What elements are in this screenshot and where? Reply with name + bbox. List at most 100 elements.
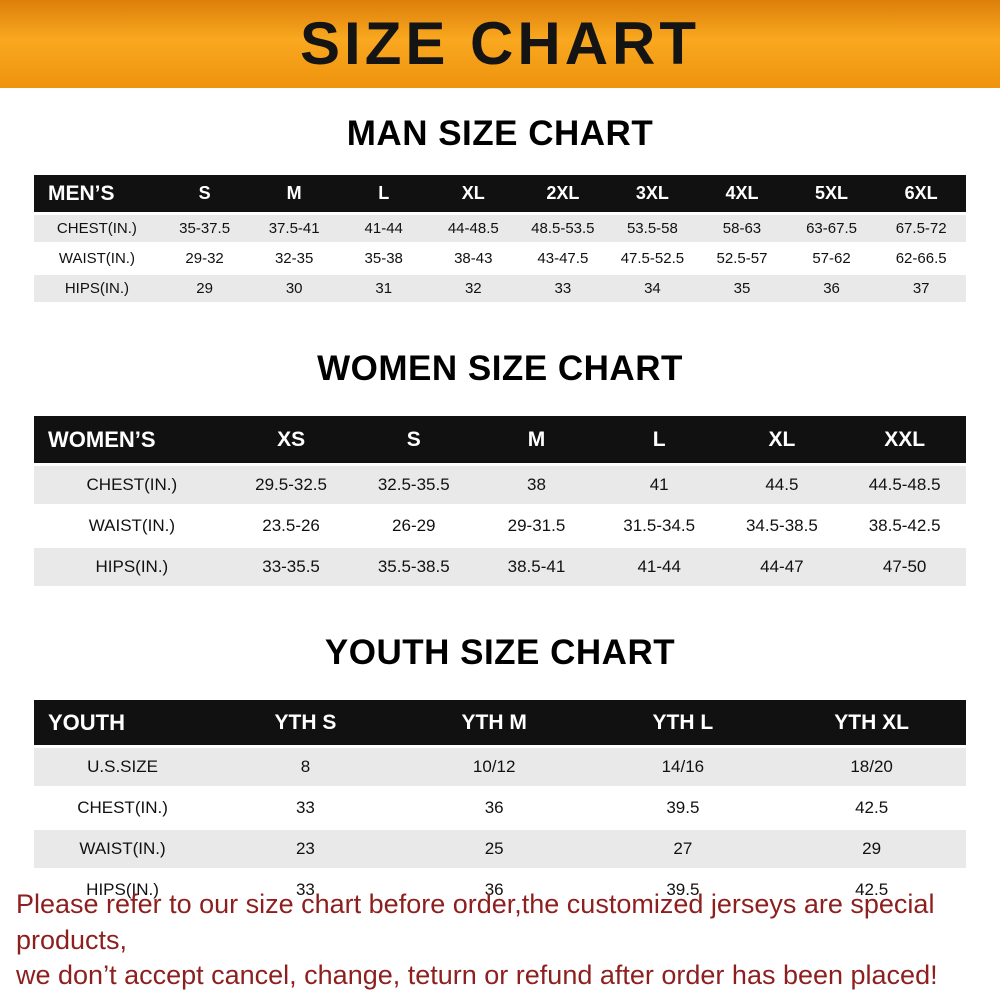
table-row: U.S.SIZE 8 10/12 14/16 18/20: [34, 748, 966, 786]
value-cell: 33: [518, 275, 608, 302]
value-cell: 41-44: [597, 548, 721, 586]
value-cell: 42.5: [777, 871, 966, 909]
value-cell: 41: [597, 466, 721, 504]
size-chart-title: SIZE CHART: [300, 10, 700, 77]
size-header-cell: 5XL: [786, 175, 877, 212]
table-row: WAIST(IN.) 23.5-26 26-29 29-31.5 31.5-34.5 34…: [34, 507, 966, 545]
value-cell: 44.5: [720, 466, 844, 504]
size-header-cell: YTH XL: [777, 700, 966, 745]
value-cell: 14/16: [588, 748, 778, 786]
size-chart-banner: SIZE CHART: [0, 0, 1000, 88]
size-header-cell: XL: [428, 175, 519, 212]
value-cell: 57-62: [786, 245, 877, 272]
value-cell: 31.5-34.5: [597, 507, 721, 545]
value-cell: 36: [786, 275, 877, 302]
value-cell: 43-47.5: [518, 245, 608, 272]
value-cell: 33-35.5: [229, 548, 353, 586]
size-header-cell: 6XL: [876, 175, 966, 212]
value-cell: 37: [876, 275, 966, 302]
size-header-cell: YTH M: [399, 700, 589, 745]
row-label-cell: WAIST(IN.): [34, 245, 160, 272]
youth-size-table: YOUTH YTH S YTH M YTH L YTH XL U.S.SIZE 8 10/12…: [34, 697, 966, 912]
disclaimer-text: Please refer to our size chart before or…: [16, 887, 994, 994]
womens-size-table: WOMEN’S XS S M L XL XXL CHEST(IN.) 29.5-32.5 32.5…: [34, 413, 966, 589]
value-cell: 48.5-53.5: [518, 215, 608, 242]
value-cell: 38: [475, 466, 598, 504]
value-cell: 36: [399, 871, 589, 909]
row-label-cell: CHEST(IN.): [34, 789, 212, 827]
value-cell: 38-43: [428, 245, 519, 272]
value-cell: 47-50: [843, 548, 966, 586]
value-cell: 29-32: [159, 245, 250, 272]
value-cell: 44-47: [720, 548, 844, 586]
value-cell: 42.5: [777, 789, 966, 827]
table-row: CHEST(IN.) 29.5-32.5 32.5-35.5 38 41 44.5 44.5…: [34, 466, 966, 504]
row-label-cell: CHEST(IN.): [34, 215, 160, 242]
table-header-row: WOMEN’S XS S M L XL XXL: [34, 416, 966, 463]
man-size-chart-heading: MAN SIZE CHART: [346, 114, 654, 153]
value-cell: 18/20: [777, 748, 966, 786]
value-cell: 29-31.5: [475, 507, 598, 545]
women-size-chart-heading: WOMEN SIZE CHART: [317, 349, 683, 388]
table-header-row: MEN’S S M L XL 2XL 3XL 4XL 5XL 6XL: [34, 175, 966, 212]
table-title-cell: WOMEN’S: [34, 416, 230, 463]
value-cell: 35.5-38.5: [352, 548, 476, 586]
value-cell: 38.5-42.5: [843, 507, 966, 545]
table-row: HIPS(IN.) 29 30 31 32 33 34 35 36 37: [34, 275, 966, 302]
table-row: HIPS(IN.) 33-35.5 35.5-38.5 38.5-41 41-44 44-…: [34, 548, 966, 586]
value-cell: 8: [211, 748, 400, 786]
table-title-cell: YOUTH: [34, 700, 212, 745]
value-cell: 47.5-52.5: [607, 245, 698, 272]
value-cell: 25: [399, 830, 589, 868]
value-cell: 67.5-72: [876, 215, 966, 242]
value-cell: 44.5-48.5: [843, 466, 966, 504]
value-cell: 35-37.5: [159, 215, 250, 242]
size-header-cell: YTH S: [211, 700, 400, 745]
table-row: CHEST(IN.) 33 36 39.5 42.5: [34, 789, 966, 827]
value-cell: 33: [211, 789, 400, 827]
size-header-cell: L: [338, 175, 429, 212]
value-cell: 29: [159, 275, 250, 302]
value-cell: 34: [607, 275, 698, 302]
table-row: WAIST(IN.) 23 25 27 29: [34, 830, 966, 868]
value-cell: 44-48.5: [428, 215, 519, 242]
value-cell: 10/12: [399, 748, 589, 786]
size-header-cell: XL: [720, 416, 844, 463]
value-cell: 29.5-32.5: [229, 466, 353, 504]
size-header-cell: S: [352, 416, 476, 463]
size-header-cell: 4XL: [697, 175, 787, 212]
value-cell: 63-67.5: [786, 215, 877, 242]
row-label-cell: HIPS(IN.): [34, 548, 230, 586]
table-row: HIPS(IN.) 33 36 39.5 42.5: [34, 871, 966, 909]
value-cell: 38.5-41: [475, 548, 598, 586]
size-header-cell: 3XL: [607, 175, 698, 212]
size-header-cell: M: [475, 416, 598, 463]
table-row: WAIST(IN.) 29-32 32-35 35-38 38-43 43-47.5 47.…: [34, 245, 966, 272]
value-cell: 41-44: [338, 215, 429, 242]
table-row: CHEST(IN.) 35-37.5 37.5-41 41-44 44-48.5 48.5…: [34, 215, 966, 242]
value-cell: 32.5-35.5: [352, 466, 476, 504]
size-header-cell: XXL: [843, 416, 966, 463]
table-header-row: YOUTH YTH S YTH M YTH L YTH XL: [34, 700, 966, 745]
value-cell: 23.5-26: [229, 507, 353, 545]
row-label-cell: HIPS(IN.): [34, 275, 160, 302]
size-header-cell: XS: [229, 416, 353, 463]
value-cell: 36: [399, 789, 589, 827]
row-label-cell: U.S.SIZE: [34, 748, 212, 786]
value-cell: 58-63: [697, 215, 787, 242]
disclaimer-line-2: we don’t accept cancel, change, teturn o…: [16, 960, 938, 991]
size-header-cell: M: [249, 175, 339, 212]
value-cell: 35-38: [338, 245, 429, 272]
row-label-cell: CHEST(IN.): [34, 466, 230, 504]
row-label-cell: WAIST(IN.): [34, 830, 212, 868]
size-header-cell: S: [159, 175, 250, 212]
value-cell: 32: [428, 275, 519, 302]
value-cell: 32-35: [249, 245, 339, 272]
youth-size-chart-heading: YOUTH SIZE CHART: [324, 633, 676, 672]
value-cell: 26-29: [352, 507, 476, 545]
value-cell: 30: [249, 275, 339, 302]
row-label-cell: HIPS(IN.): [34, 871, 212, 909]
value-cell: 33: [211, 871, 400, 909]
value-cell: 53.5-58: [607, 215, 698, 242]
